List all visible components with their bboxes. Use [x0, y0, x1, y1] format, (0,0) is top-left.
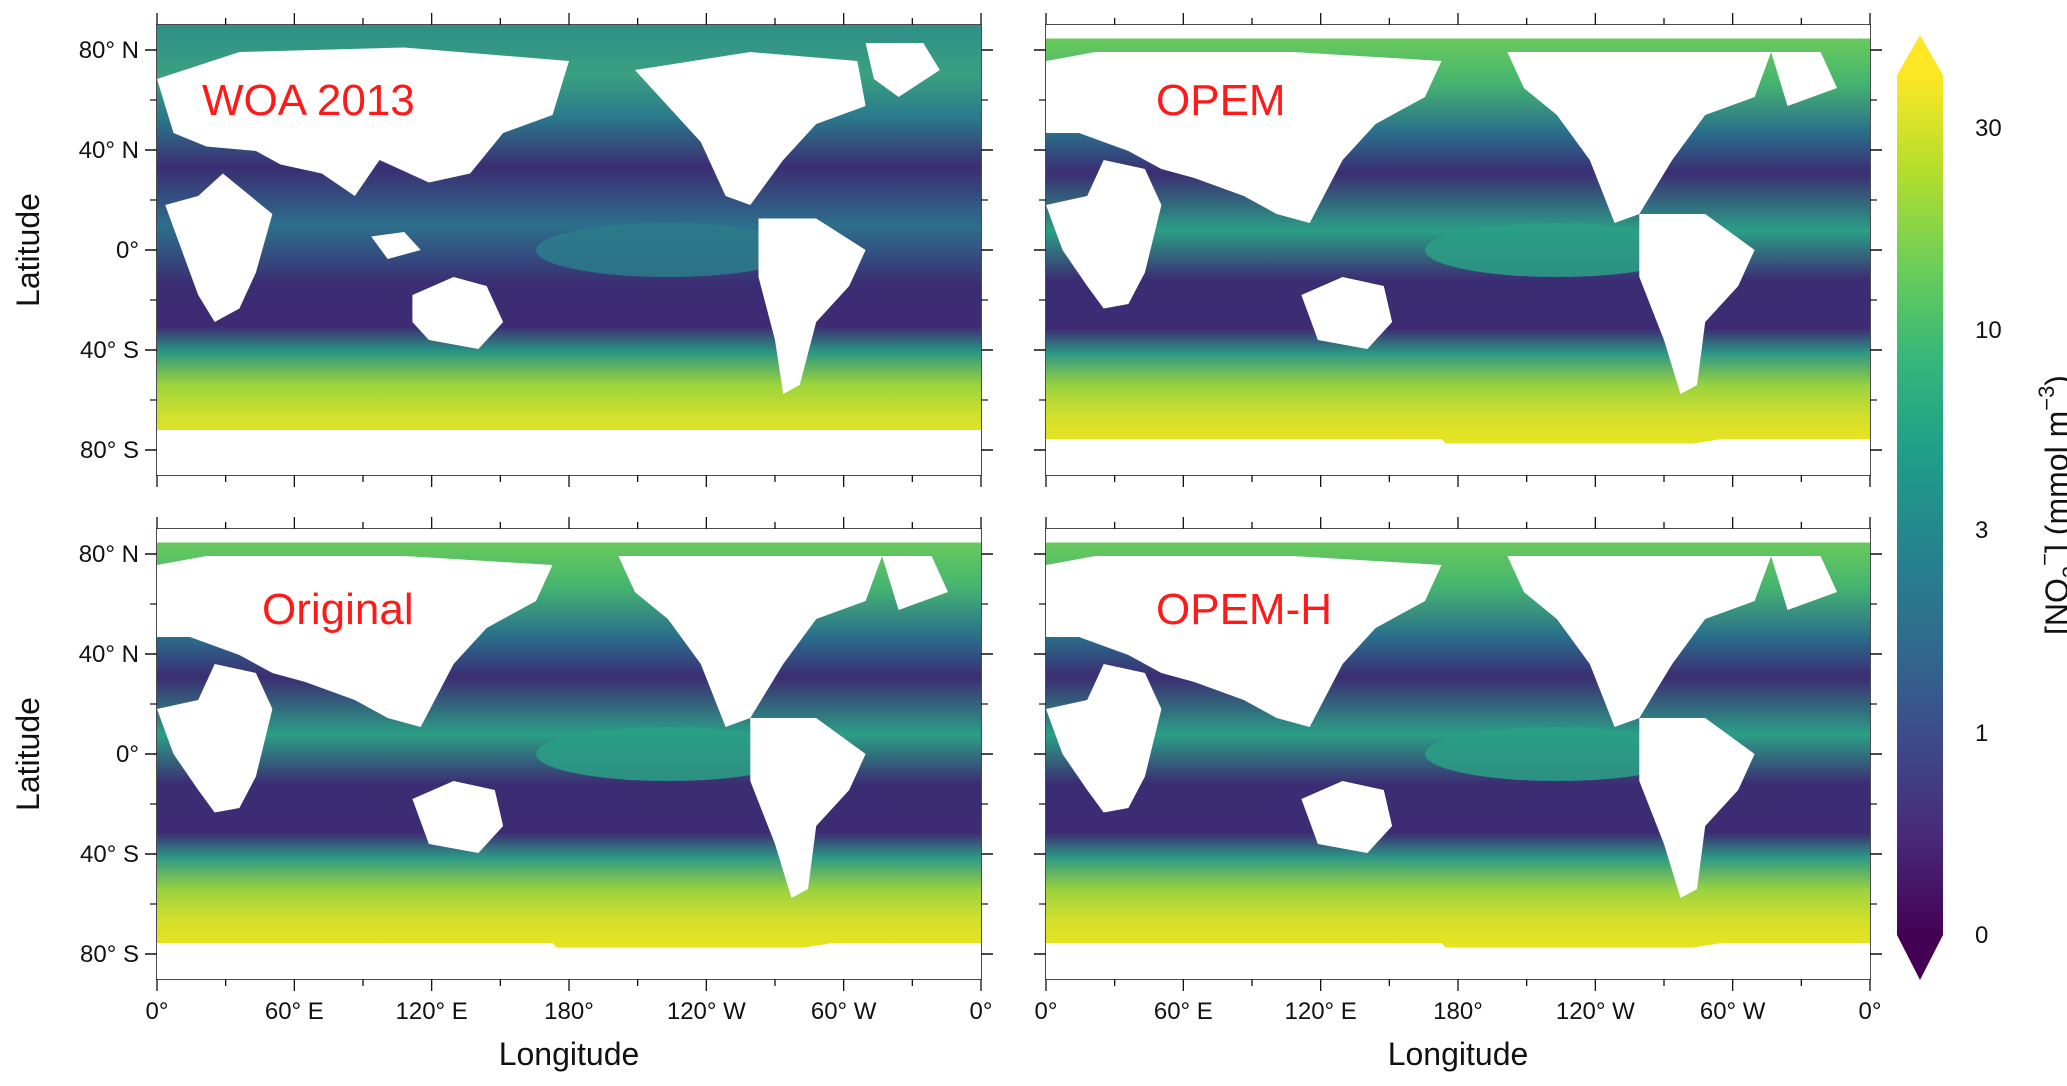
- y-axis-title: Latitude: [10, 193, 46, 307]
- lon-tick-label: 60° E: [265, 998, 324, 1025]
- lon-tick-label: 180°: [544, 998, 594, 1025]
- lat-tick-label: 0°: [116, 741, 139, 768]
- land-n-america: [1507, 52, 1772, 223]
- land-africa: [165, 173, 273, 322]
- colorbar-label: [NO3−] (mmol m−3): [2032, 375, 2067, 635]
- equatorial-upwelling: [1425, 727, 1689, 781]
- land-antarctica: [157, 943, 981, 979]
- colorbar-tick-label: 10: [1975, 317, 2002, 344]
- lat-tick-label: 40° N: [79, 137, 139, 164]
- x-axis-title: Longitude: [1388, 1036, 1529, 1072]
- land-n-america: [618, 556, 883, 727]
- lon-tick-label: 0°: [146, 998, 169, 1025]
- x-axis-title: Longitude: [499, 1036, 640, 1072]
- lon-tick-label: 180°: [1433, 998, 1483, 1025]
- land-antarctica: [1046, 943, 1870, 979]
- land-australia: [1301, 781, 1393, 853]
- lon-tick-label: 0°: [1035, 998, 1058, 1025]
- land-africa: [1046, 664, 1162, 813]
- land-n-america: [1507, 556, 1772, 727]
- colorbar-label-part: −3: [2034, 386, 2059, 411]
- land-s-america: [1639, 718, 1755, 898]
- land-europe-asia: [1046, 556, 1442, 727]
- panel-label: WOA 2013: [202, 76, 415, 125]
- colorbar-label-part: ] (mmol m: [2039, 411, 2067, 553]
- lat-tick-label: 80° N: [79, 37, 139, 64]
- lon-tick-label: 60° W: [811, 998, 877, 1025]
- land-s-america: [1639, 214, 1755, 394]
- land-arctic: [157, 529, 981, 543]
- lat-tick-label: 40° S: [80, 841, 139, 868]
- land-australia: [412, 781, 504, 853]
- map-panel-original: Original 80° N 40° N 0° 40° S 80° S 0° 60° E 120…: [10, 517, 993, 1072]
- land-s-america: [758, 218, 866, 394]
- land-greenland: [865, 43, 940, 97]
- panel-label: OPEM-H: [1156, 585, 1332, 634]
- lon-tick-label: 120° W: [667, 998, 746, 1025]
- equatorial-upwelling: [536, 223, 800, 277]
- lon-tick-label: 0°: [1859, 998, 1882, 1025]
- land-africa: [157, 664, 273, 813]
- colorbar-tick-label: 30: [1975, 115, 2002, 142]
- colorbar-gradient: [1897, 75, 1943, 935]
- land-europe-asia: [157, 47, 569, 196]
- colorbar-min-extend: [1897, 935, 1943, 980]
- colorbar-max-extend: [1897, 35, 1943, 75]
- lon-tick-label: 120° E: [1285, 998, 1357, 1025]
- lat-tick-label: 0°: [116, 237, 139, 264]
- land-n-america: [634, 52, 866, 205]
- land-s-america: [750, 718, 866, 898]
- colorbar-tick-label: 3: [1975, 517, 1988, 544]
- lon-tick-label: 60° E: [1154, 998, 1213, 1025]
- colorbar-label-part: 3: [2058, 566, 2067, 578]
- lat-tick-label: 80° S: [80, 437, 139, 464]
- land-arctic: [1046, 529, 1870, 543]
- equatorial-upwelling: [536, 727, 800, 781]
- map-panel-opem: OPEM: [1034, 13, 1882, 487]
- land-europe-asia: [157, 556, 553, 727]
- colorbar-label-part: [NO: [2039, 578, 2067, 635]
- land-europe-asia: [1046, 52, 1442, 223]
- land-greenland: [1771, 556, 1837, 610]
- y-axis-title: Latitude: [10, 697, 46, 811]
- panel-label: Original: [262, 585, 414, 634]
- map-panel-woa-2013: WOA 2013 80° N 40° N 0° 40° S 80° S Latitude: [10, 13, 993, 487]
- land-indonesia: [371, 232, 421, 259]
- land-antarctica: [1046, 439, 1870, 475]
- panels-layer: WOA 2013 80° N 40° N 0° 40° S 80° S Latitude OP…: [10, 13, 1882, 1072]
- lon-tick-label: 120° W: [1556, 998, 1635, 1025]
- panel-label: OPEM: [1156, 76, 1286, 125]
- lon-tick-label: 60° W: [1700, 998, 1766, 1025]
- land-greenland: [882, 556, 948, 610]
- equatorial-upwelling: [1425, 223, 1689, 277]
- land-australia: [412, 277, 504, 349]
- lon-tick-label: 120° E: [396, 998, 468, 1025]
- colorbar-label-part: −: [2032, 553, 2057, 566]
- colorbar-tick-label: 1: [1975, 720, 1988, 747]
- land-greenland: [1771, 52, 1837, 106]
- lon-tick-label: 0°: [970, 998, 993, 1025]
- land-australia: [1301, 277, 1393, 349]
- colorbar-label-part: ): [2039, 375, 2067, 386]
- land-arctic: [1046, 25, 1870, 39]
- land-africa: [1046, 160, 1162, 309]
- lat-tick-label: 80° S: [80, 941, 139, 968]
- colorbar-tick-label: 0: [1975, 922, 1988, 949]
- map-panel-opem-h: OPEM-H 0° 60° E 120° E 180° 120° W 60° W 0° Long…: [1034, 517, 1882, 1072]
- lat-tick-label: 40° S: [80, 337, 139, 364]
- lat-tick-label: 80° N: [79, 541, 139, 568]
- land-antarctica: [157, 430, 981, 475]
- lat-tick-label: 40° N: [79, 641, 139, 668]
